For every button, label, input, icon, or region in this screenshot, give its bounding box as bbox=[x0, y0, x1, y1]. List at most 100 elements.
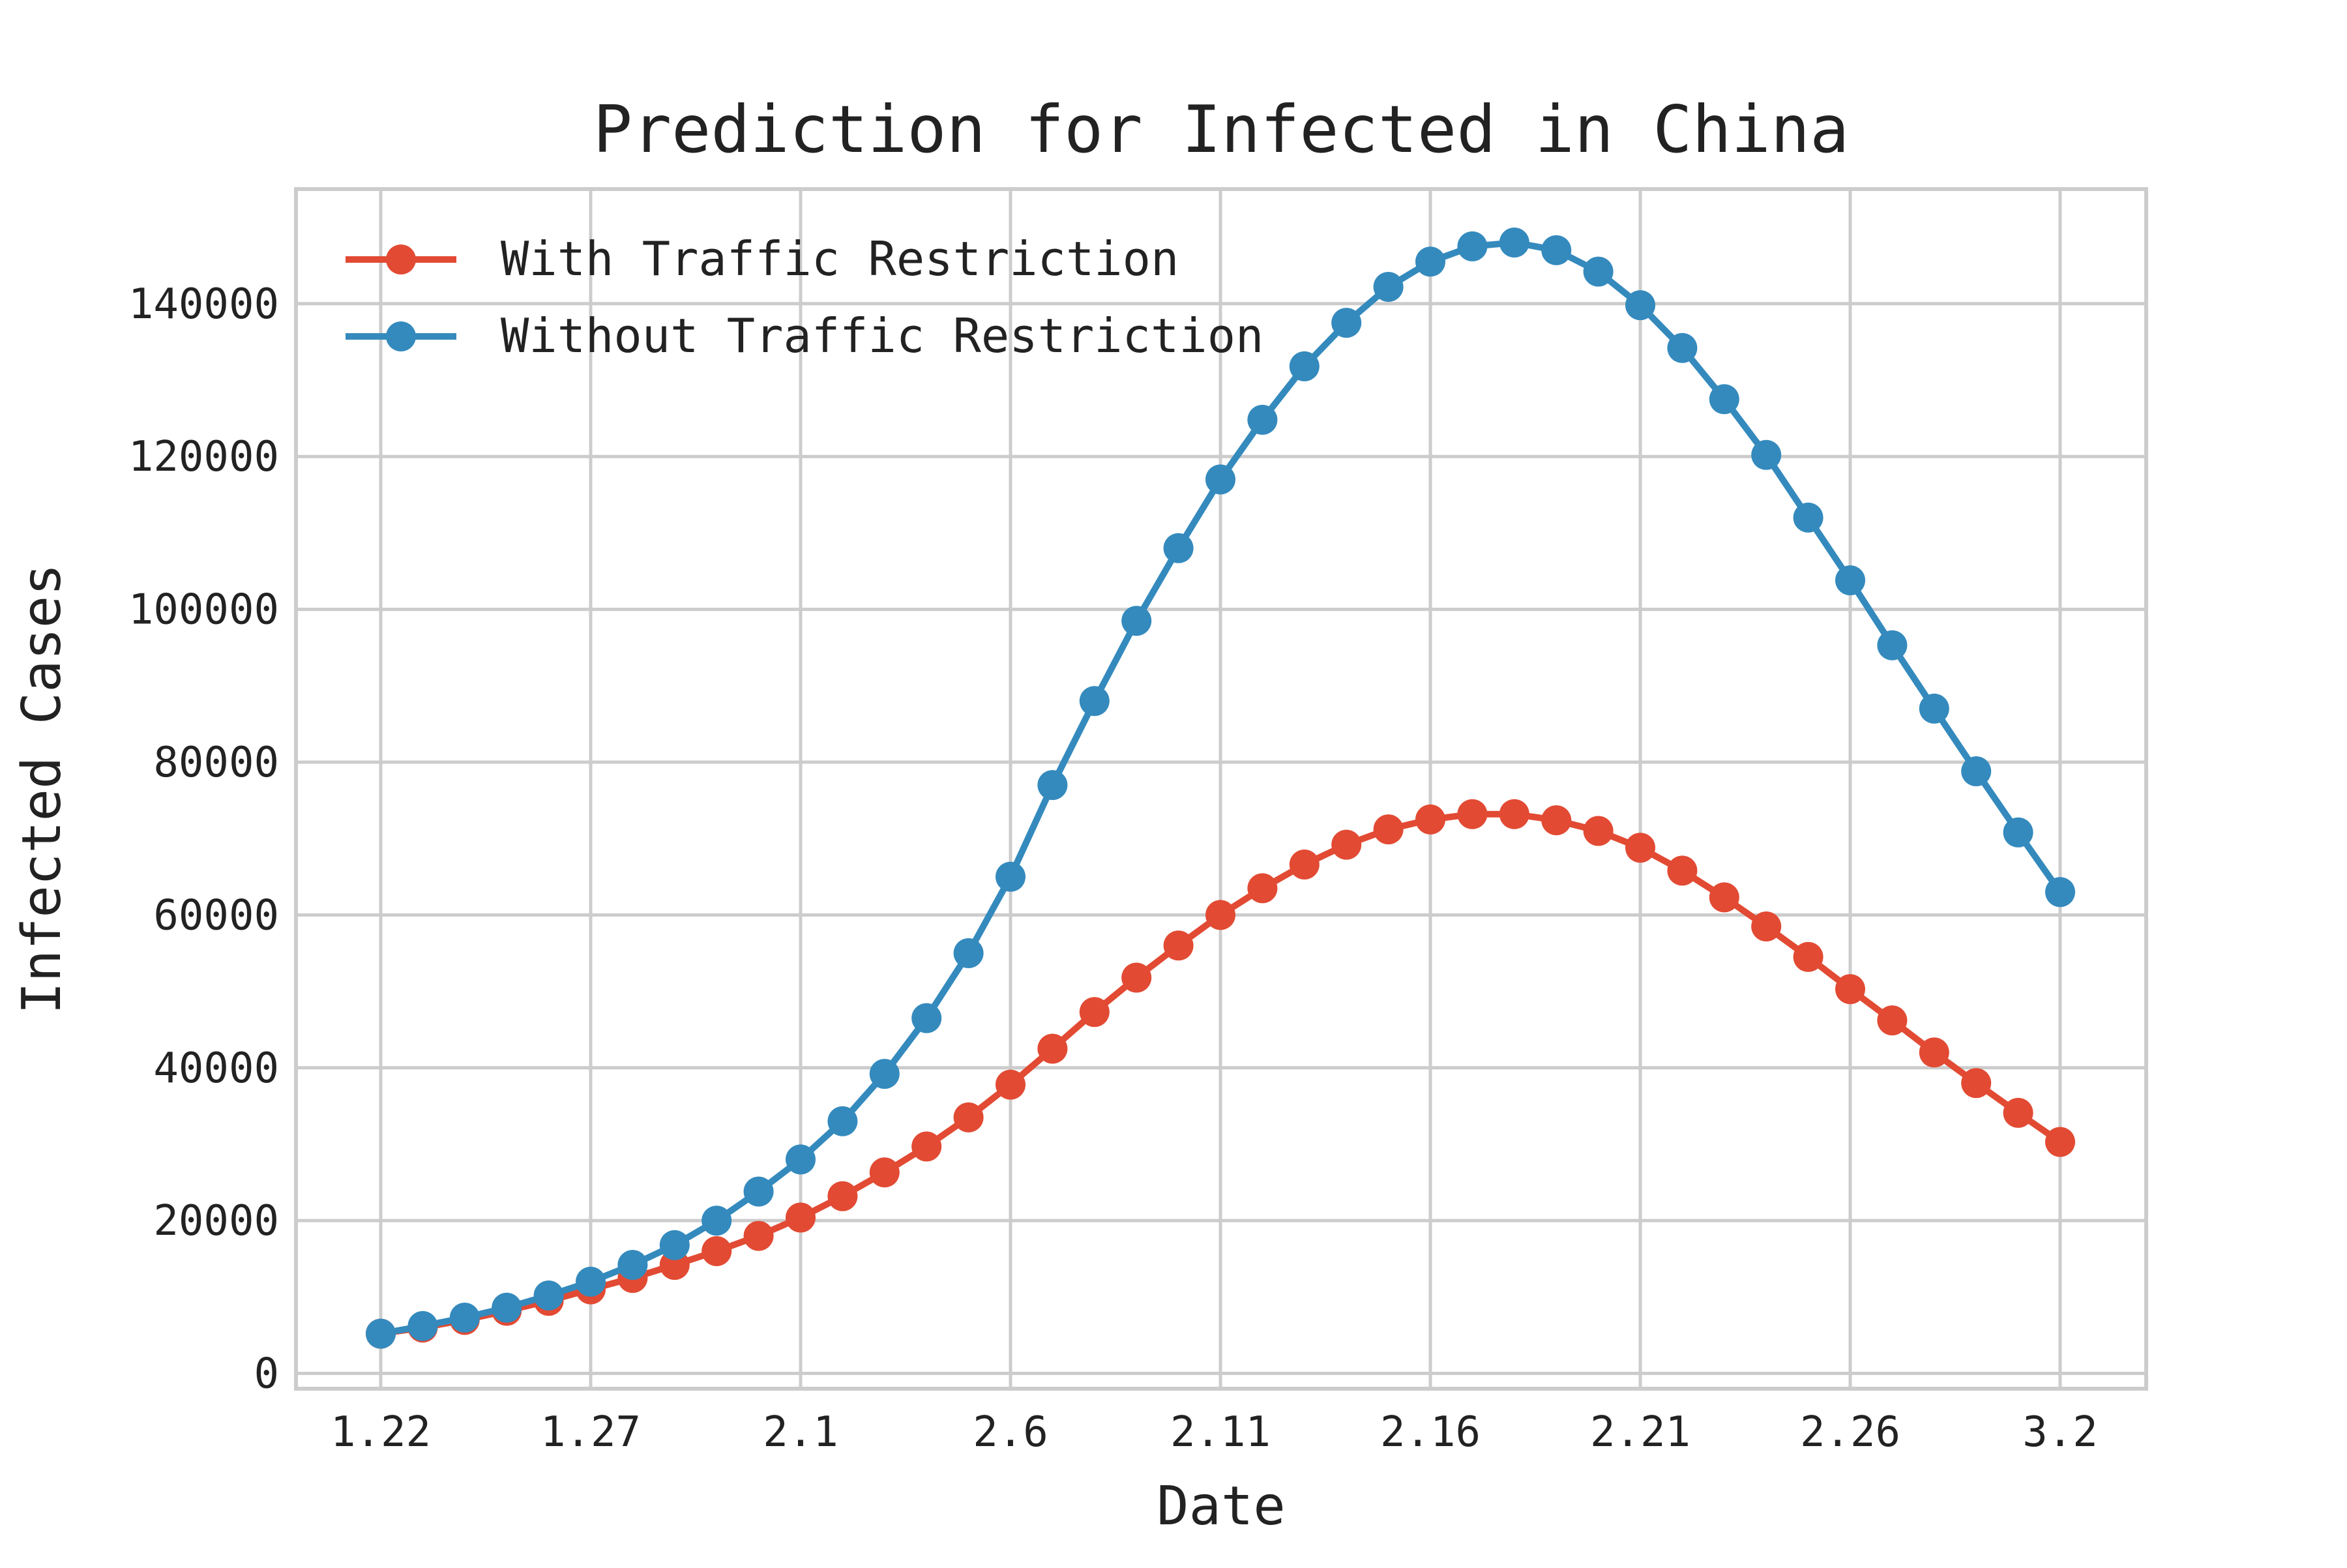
data-point bbox=[492, 1292, 522, 1323]
data-point bbox=[827, 1106, 858, 1136]
x-tick-label: 1.22 bbox=[331, 1408, 431, 1457]
series-layer bbox=[366, 228, 2075, 1349]
data-point bbox=[1415, 804, 1445, 835]
y-tick-label: 0 bbox=[254, 1350, 279, 1398]
data-point bbox=[869, 1157, 900, 1188]
legend-item-with-restriction: With Traffic Restriction bbox=[346, 231, 1179, 286]
legend: With Traffic Restriction Without Traffic… bbox=[346, 231, 1263, 363]
data-point bbox=[1163, 533, 1194, 563]
x-tick-label: 1.27 bbox=[540, 1408, 641, 1457]
data-point bbox=[1919, 1037, 1949, 1068]
x-tick-label: 2.26 bbox=[1800, 1408, 1900, 1457]
data-point bbox=[996, 1069, 1026, 1100]
data-point bbox=[1877, 1005, 1908, 1036]
data-point bbox=[576, 1266, 606, 1297]
data-point bbox=[1205, 464, 1235, 495]
data-point bbox=[2003, 1097, 2033, 1128]
data-point bbox=[1247, 873, 1278, 904]
y-tick-label: 140000 bbox=[128, 280, 279, 329]
data-point bbox=[1625, 290, 1655, 321]
data-point bbox=[1919, 693, 1949, 724]
data-point bbox=[701, 1236, 732, 1266]
y-tick-label: 60000 bbox=[153, 891, 279, 939]
data-point bbox=[659, 1230, 690, 1260]
data-point bbox=[1709, 882, 1739, 913]
data-point bbox=[869, 1059, 900, 1089]
data-point bbox=[1457, 231, 1488, 261]
x-tick-label: 2.6 bbox=[973, 1408, 1048, 1457]
chart-title: Prediction for Infected in China bbox=[593, 91, 1850, 168]
data-point bbox=[1541, 235, 1572, 265]
data-point bbox=[1121, 962, 1152, 993]
data-point bbox=[1793, 502, 1823, 533]
data-point bbox=[617, 1250, 648, 1280]
data-point bbox=[1961, 756, 1992, 786]
data-point bbox=[786, 1144, 816, 1175]
x-tick-label: 2.1 bbox=[763, 1408, 838, 1457]
data-point bbox=[1835, 974, 1865, 1005]
series-1 bbox=[366, 228, 2075, 1349]
x-axis-label: Date bbox=[1157, 1475, 1285, 1537]
data-point bbox=[1289, 850, 1320, 880]
data-point bbox=[1583, 816, 1614, 846]
data-point bbox=[1037, 1033, 1068, 1064]
y-tick-label: 20000 bbox=[153, 1197, 279, 1245]
data-point bbox=[1037, 770, 1068, 801]
data-point bbox=[1205, 900, 1235, 930]
data-point bbox=[533, 1280, 564, 1310]
data-point bbox=[1793, 941, 1823, 972]
data-point bbox=[827, 1181, 858, 1211]
data-point bbox=[1373, 272, 1404, 302]
data-point bbox=[1667, 855, 1698, 886]
data-point bbox=[1625, 833, 1655, 863]
data-point bbox=[743, 1176, 774, 1207]
data-point bbox=[1121, 606, 1152, 636]
data-point bbox=[2045, 877, 2075, 908]
data-point bbox=[953, 938, 984, 968]
plot-frame bbox=[294, 187, 2148, 1391]
y-tick-label: 100000 bbox=[128, 586, 279, 634]
data-point bbox=[743, 1220, 774, 1251]
data-point bbox=[1163, 930, 1194, 961]
data-point bbox=[911, 1003, 942, 1033]
data-point bbox=[786, 1202, 816, 1233]
y-axis-label: Infected Cases bbox=[11, 563, 73, 1014]
data-point bbox=[1877, 630, 1908, 660]
data-point bbox=[2003, 817, 2033, 848]
data-point bbox=[1751, 439, 1782, 470]
data-point bbox=[1289, 351, 1320, 381]
data-point bbox=[1415, 246, 1445, 277]
data-point bbox=[366, 1318, 396, 1349]
data-point bbox=[1835, 565, 1865, 596]
y-tick-label: 80000 bbox=[153, 739, 279, 787]
y-tick-label: 120000 bbox=[128, 433, 279, 481]
y-tick-label: 40000 bbox=[153, 1044, 279, 1093]
legend-swatch-marker bbox=[386, 244, 416, 274]
x-tick-label: 2.11 bbox=[1170, 1408, 1271, 1457]
data-point bbox=[1247, 404, 1278, 435]
data-point bbox=[1541, 805, 1572, 836]
tick-labels: 1.22 1.27 2.1 2.6 2.11 2.16 2.21 2.26 3.2 0 20000 4… bbox=[128, 280, 2098, 1457]
data-point bbox=[1079, 997, 1110, 1028]
legend-swatch-marker bbox=[386, 321, 416, 351]
legend-label: Without Traffic Restriction bbox=[501, 308, 1263, 363]
data-point bbox=[449, 1303, 480, 1333]
data-point bbox=[1499, 228, 1529, 258]
data-point bbox=[407, 1310, 438, 1341]
data-point bbox=[1079, 686, 1110, 717]
data-point bbox=[1709, 384, 1739, 415]
data-point bbox=[701, 1206, 732, 1236]
data-point bbox=[2045, 1127, 2075, 1157]
legend-item-without-restriction: Without Traffic Restriction bbox=[346, 308, 1263, 363]
data-point bbox=[996, 861, 1026, 892]
data-point bbox=[1331, 308, 1362, 338]
grid bbox=[296, 189, 2146, 1389]
data-point bbox=[1373, 814, 1404, 845]
legend-label: With Traffic Restriction bbox=[501, 231, 1179, 286]
data-point bbox=[1667, 333, 1698, 363]
data-point bbox=[1457, 799, 1488, 829]
data-point bbox=[1331, 829, 1362, 860]
data-point bbox=[1751, 911, 1782, 941]
